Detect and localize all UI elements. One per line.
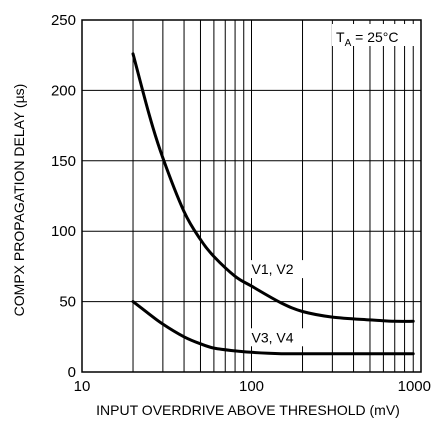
y-tick-labels: 0 50 100 150 200 250 bbox=[51, 12, 76, 381]
annotation-background bbox=[332, 24, 420, 46]
x-tick-label: 100 bbox=[239, 378, 264, 395]
x-tick-label: 1000 bbox=[398, 378, 431, 395]
series-label-background bbox=[249, 260, 306, 279]
temperature-annotation: TA = 25°C bbox=[336, 29, 398, 49]
y-axis-title: COMPX PROPAGATION DELAY (µs) bbox=[11, 84, 27, 317]
y-tick-label: 0 bbox=[68, 364, 76, 381]
series-line-2 bbox=[131, 300, 415, 356]
y-tick-label: 150 bbox=[51, 153, 76, 170]
series-label-2: V3, V4 bbox=[252, 329, 294, 345]
x-axis-title: INPUT OVERDRIVE ABOVE THRESHOLD (mV) bbox=[96, 402, 400, 418]
x-tick-label: 10 bbox=[74, 378, 91, 395]
y-tick-label: 250 bbox=[51, 12, 76, 29]
grid bbox=[82, 20, 421, 372]
series-label-background bbox=[249, 328, 306, 347]
y-tick-label: 200 bbox=[51, 82, 76, 99]
series-line-1 bbox=[131, 52, 415, 323]
x-tick-labels: 10 100 1000 bbox=[74, 378, 431, 395]
plot-area-frame bbox=[81, 19, 422, 373]
y-tick-label: 100 bbox=[51, 223, 76, 240]
y-tick-label: 50 bbox=[59, 294, 76, 311]
series-label-1: V1, V2 bbox=[252, 261, 294, 277]
series-lines: V1, V2 V3, V4 bbox=[131, 52, 415, 356]
